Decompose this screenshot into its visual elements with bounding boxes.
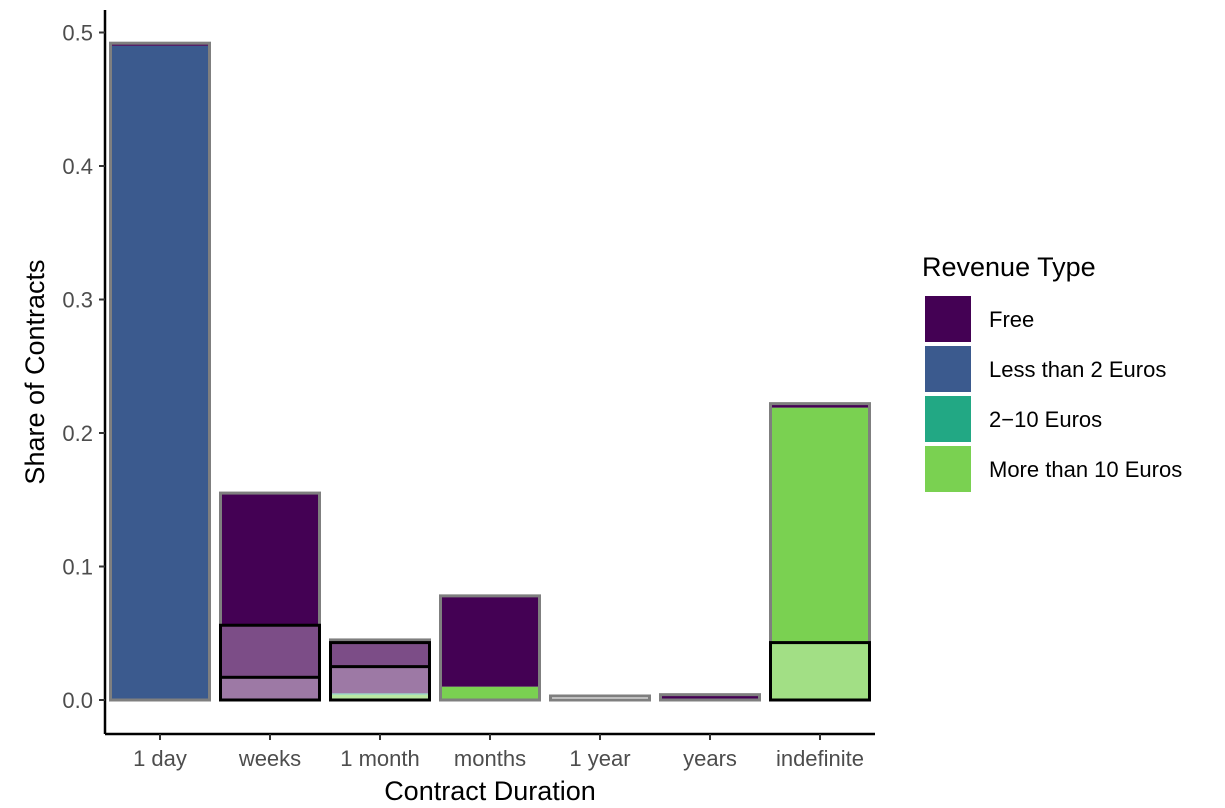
overlay-inner-box — [219, 675, 321, 702]
bar-outline — [549, 694, 651, 702]
x-tick-label: weeks — [238, 746, 301, 771]
overlay-inner-box — [329, 665, 431, 702]
bar-segment — [660, 695, 760, 699]
x-tick-label: years — [683, 746, 737, 771]
overlay-layer — [219, 623, 871, 702]
bar-segment — [440, 686, 540, 700]
x-tick-label: 1 day — [133, 746, 187, 771]
y-tick-label: 0.1 — [62, 555, 93, 580]
legend-label: Less than 2 Euros — [989, 357, 1166, 382]
legend-swatch — [925, 446, 971, 492]
y-tick-label: 0.0 — [62, 688, 93, 713]
x-axis-title: Contract Duration — [384, 776, 596, 806]
bar-outline — [109, 41, 211, 702]
bar-segment — [330, 694, 430, 700]
legend-label: 2−10 Euros — [989, 407, 1102, 432]
y-tick-label: 0.4 — [62, 154, 93, 179]
legend-swatch — [925, 396, 971, 442]
bar-outline — [659, 693, 761, 702]
x-tick-label: 1 year — [569, 746, 630, 771]
x-tick-label: indefinite — [776, 746, 864, 771]
legend-title: Revenue Type — [922, 252, 1096, 282]
bar-segment — [110, 45, 210, 701]
y-axis-title: Share of Contracts — [20, 259, 50, 484]
bar-segment — [770, 407, 870, 700]
legend-label: Free — [989, 307, 1034, 332]
x-tick-label: months — [454, 746, 526, 771]
bar-segment — [330, 693, 430, 695]
overlay-box — [769, 641, 871, 702]
bars-layer — [109, 41, 871, 702]
legend: Revenue Type Free Less than 2 Euros 2−10 E… — [922, 252, 1182, 492]
legend-swatch — [925, 346, 971, 392]
legend-label: More than 10 Euros — [989, 457, 1182, 482]
axes-layer: 0.0 0.1 0.2 0.3 0.4 0.5 1 day weeks 1 month month… — [62, 10, 875, 771]
y-tick-label: 0.2 — [62, 421, 93, 446]
bar-segment — [770, 403, 870, 408]
bar-segment — [440, 595, 540, 687]
legend-swatch — [925, 296, 971, 342]
bar-outline — [439, 594, 541, 702]
y-tick-label: 0.5 — [62, 21, 93, 46]
x-tick-label: 1 month — [340, 746, 420, 771]
bar-segment — [220, 493, 320, 700]
y-tick-label: 0.3 — [62, 288, 93, 313]
